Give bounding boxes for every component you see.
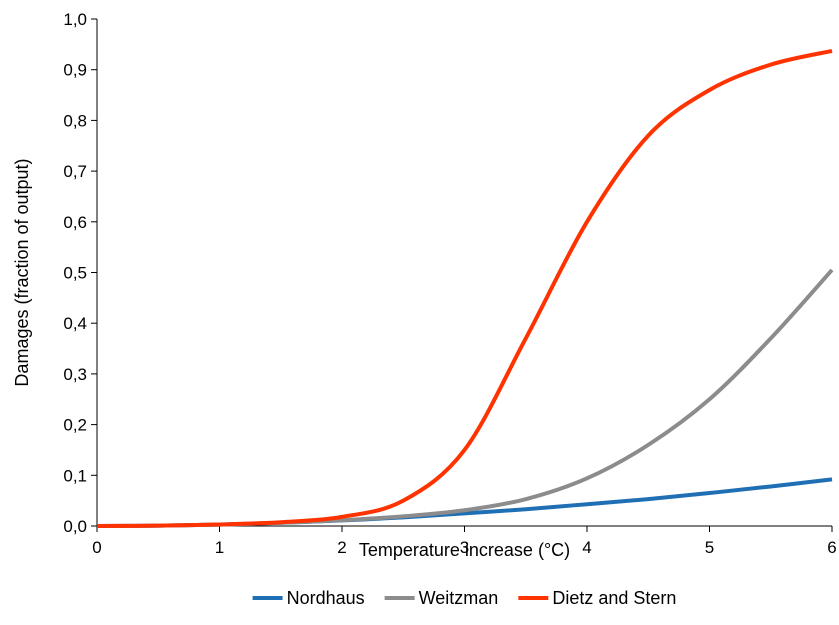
y-tick-label: 0,2	[63, 416, 87, 435]
x-tick-label: 2	[337, 538, 346, 557]
legend: Nordhaus Weitzman Dietz and Stern	[252, 588, 676, 608]
y-tick-label: 0,6	[63, 213, 87, 232]
x-tick-label: 6	[827, 538, 836, 557]
x-tick-label: 4	[582, 538, 591, 557]
y-tick-label: 0,7	[63, 162, 87, 181]
x-tick-label: 3	[460, 538, 469, 557]
x-tick-label: 1	[215, 538, 224, 557]
y-tick-label: 0,1	[63, 466, 87, 485]
legend-label: Dietz and Stern	[552, 588, 676, 608]
legend-label: Weitzman	[419, 588, 499, 608]
legend-label: Nordhaus	[287, 588, 365, 608]
y-tick-label: 0,8	[63, 111, 87, 130]
legend-item-weitzman: Weitzman	[384, 588, 499, 608]
y-tick-label: 0,3	[63, 365, 87, 384]
x-tick-label: 5	[705, 538, 714, 557]
x-axis-title: Temperature increase (°C)	[359, 540, 570, 560]
x-tick-label: 0	[92, 538, 101, 557]
y-tick-label: 0,9	[63, 61, 87, 80]
series-line-weitzman	[96, 268, 834, 528]
y-tick-label: 0,5	[63, 264, 87, 283]
series-line-nordhaus	[96, 477, 833, 528]
y-tick-label: 0,4	[63, 314, 87, 333]
axes: 0,0 0,1 0,2 0,3 0,4 0,5 0,6 0,7 0,8 0,9 1,0 0 1 2 3 4 5 6	[63, 10, 836, 557]
legend-item-dietz-and-stern: Dietz and Stern	[518, 588, 676, 608]
series-lines	[96, 48, 834, 528]
legend-item-nordhaus: Nordhaus	[252, 588, 365, 608]
y-axis-title: Damages (fraction of output)	[12, 158, 32, 386]
y-tick-label: 1,0	[63, 10, 87, 29]
y-tick-label: 0,0	[63, 517, 87, 536]
series-line-dietz-and-stern	[96, 48, 833, 528]
